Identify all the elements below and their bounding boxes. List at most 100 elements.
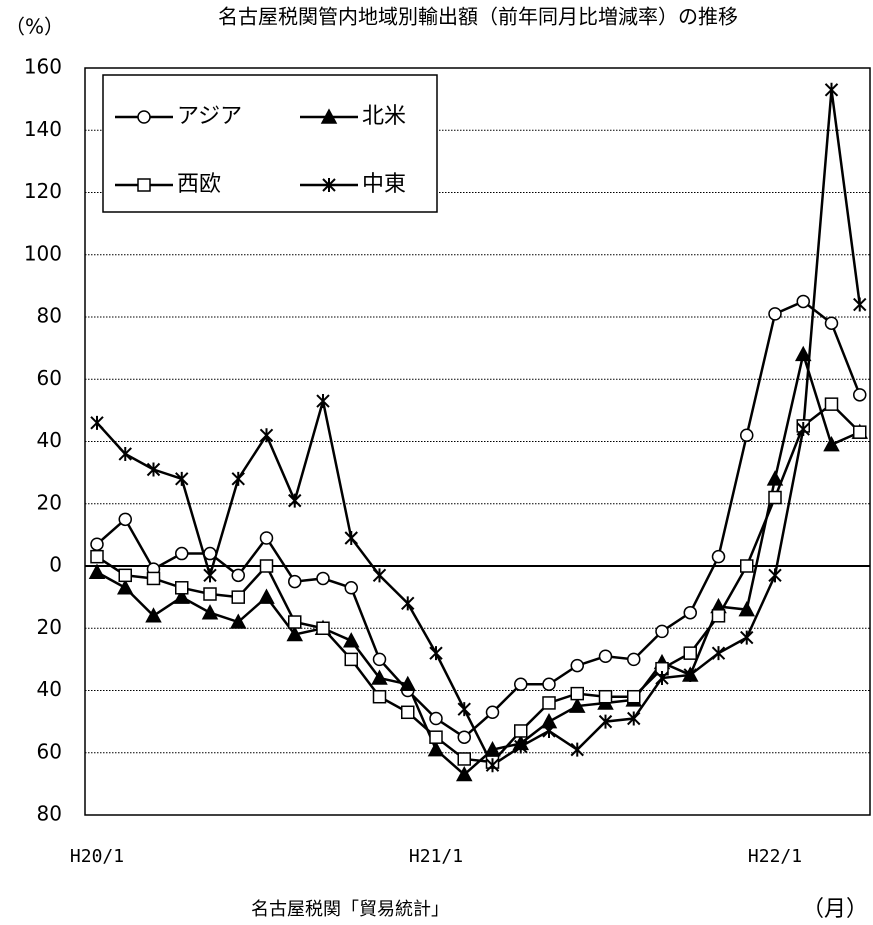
y-tick-label: 20 (37, 490, 62, 514)
marker (146, 571, 161, 586)
marker (683, 605, 697, 620)
marker (259, 559, 274, 573)
marker (796, 422, 810, 437)
series-line (96, 402, 861, 764)
series-line (96, 89, 861, 768)
marker (118, 446, 132, 461)
marker (231, 568, 245, 583)
marker (286, 625, 304, 642)
marker (457, 730, 471, 744)
marker (229, 613, 247, 629)
marker (824, 397, 839, 411)
marker (514, 677, 528, 692)
marker (401, 705, 415, 720)
y-tick-label: 80 (37, 802, 62, 826)
marker (455, 765, 473, 782)
chart-title: 名古屋税関管内地域別輸出額（前年同月比増減率）の推移 (218, 5, 738, 29)
marker (118, 512, 132, 527)
marker (201, 604, 219, 620)
marker (853, 297, 867, 312)
marker (344, 652, 358, 667)
marker (372, 652, 387, 667)
marker (683, 667, 697, 682)
y-tick-label: 160 (24, 55, 62, 79)
marker (655, 624, 669, 639)
marker (371, 669, 388, 685)
marker (429, 711, 443, 726)
marker (740, 630, 754, 645)
marker (344, 530, 358, 545)
marker (175, 471, 189, 486)
marker (542, 696, 556, 710)
y-tick-label: 60 (37, 739, 62, 763)
marker (740, 559, 754, 573)
marker (485, 758, 500, 773)
marker (823, 436, 840, 452)
legend-marker (320, 108, 338, 124)
marker (738, 600, 756, 617)
marker (853, 425, 867, 439)
marker (570, 658, 584, 673)
x-tick-label: H20/1 (70, 846, 124, 867)
marker (711, 549, 726, 564)
marker (568, 697, 586, 713)
marker (401, 596, 415, 611)
marker (598, 649, 613, 664)
marker (853, 388, 867, 402)
marker (372, 568, 387, 583)
marker (514, 739, 528, 754)
marker (514, 724, 528, 738)
marker (427, 741, 445, 757)
marker (740, 428, 754, 443)
marker (457, 752, 471, 766)
y-tick-label: 40 (37, 428, 62, 452)
legend-marker (322, 178, 336, 192)
legend-box (102, 74, 438, 213)
y-tick-label: 80 (37, 304, 62, 328)
y-tick-label: 20 (37, 615, 62, 639)
marker (627, 711, 641, 726)
marker (429, 646, 443, 661)
plot-frame (84, 67, 871, 816)
legend-marker (137, 178, 151, 192)
source: 名古屋税関「貿易統計」 (251, 899, 449, 920)
y-tick-label: 60 (37, 366, 62, 390)
marker (259, 428, 274, 443)
legend-label: 西欧 (177, 172, 221, 197)
marker (175, 581, 189, 595)
series-line (96, 349, 861, 777)
marker (570, 686, 584, 701)
legend-label: アジア (177, 104, 242, 129)
marker (429, 730, 443, 744)
legend-label: 中東 (362, 172, 406, 197)
marker (768, 490, 782, 505)
marker (824, 316, 839, 330)
marker (598, 689, 613, 704)
x-tick-label: H22/1 (748, 846, 802, 867)
marker (203, 568, 217, 583)
marker (768, 307, 782, 321)
y-tick-label: 40 (37, 677, 62, 701)
marker (145, 607, 162, 623)
marker (655, 671, 669, 686)
marker (116, 579, 134, 595)
x-axis-label: （月） (802, 897, 868, 922)
marker (231, 471, 245, 486)
marker (146, 462, 161, 477)
marker (627, 689, 641, 704)
marker (316, 621, 330, 635)
legend-marker (137, 110, 151, 124)
marker (485, 705, 500, 720)
marker (570, 742, 584, 757)
marker (824, 82, 839, 97)
series-line (96, 299, 861, 739)
marker (342, 632, 360, 648)
marker (288, 493, 302, 508)
marker (173, 588, 191, 604)
marker (372, 689, 387, 704)
marker (231, 590, 245, 604)
marker (766, 470, 784, 486)
marker (288, 615, 302, 629)
legend-label: 北米 (362, 104, 406, 129)
